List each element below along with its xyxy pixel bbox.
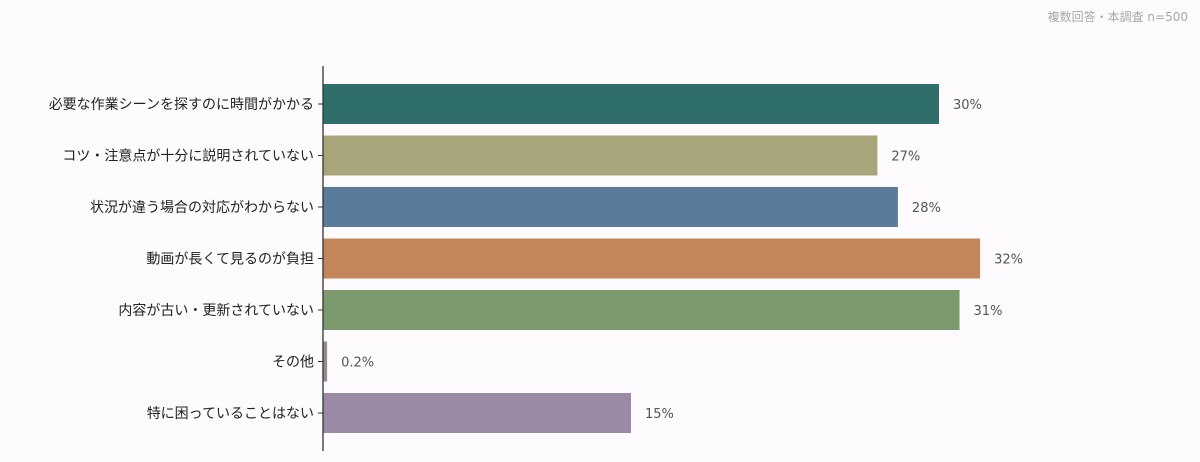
- bar-group: その他 0.2%: [272, 341, 374, 382]
- bar-group: 状況が違う場合の対応がわからない 28%: [90, 187, 941, 227]
- value-label: 27%: [891, 150, 920, 165]
- bar-group: 内容が古い・更新されていない 31%: [118, 290, 1002, 330]
- category-label: 内容が古い・更新されていない: [118, 302, 314, 319]
- category-label: 必要な作業シーンを探すのに時間がかかる: [49, 97, 314, 113]
- bar: [323, 187, 898, 227]
- value-label: 31%: [974, 304, 1003, 319]
- bar: [323, 135, 878, 176]
- bar: [323, 341, 328, 382]
- bar: [323, 393, 631, 433]
- bar: [323, 84, 939, 124]
- value-label: 0.2%: [341, 356, 374, 371]
- bar-group: 必要な作業シーンを探すのに時間がかかる 30%: [49, 84, 982, 124]
- value-label: 30%: [953, 98, 982, 113]
- value-label: 32%: [994, 253, 1023, 268]
- bar: [323, 238, 981, 279]
- bars-layer: 必要な作業シーンを探すのに時間がかかる 30% コツ・注意点が十分に説明されていない…: [49, 84, 1023, 433]
- category-label: 状況が違う場合の対応がわからない: [90, 200, 314, 216]
- value-label: 28%: [912, 201, 941, 216]
- bar: [323, 290, 960, 330]
- bar-group: コツ・注意点が十分に説明されていない 27%: [62, 135, 920, 176]
- category-label: その他: [272, 355, 314, 371]
- category-label: 動画が長くて見るのが負担: [146, 252, 314, 268]
- category-label: コツ・注意点が十分に説明されていない: [62, 148, 314, 165]
- bar-group: 動画が長くて見るのが負担 32%: [146, 238, 1023, 279]
- bar-group: 特に困っていることはない 15%: [147, 393, 674, 433]
- value-label: 15%: [645, 407, 674, 422]
- survey-note: 複数回答・本調査 n=500: [1048, 9, 1188, 24]
- category-label: 特に困っていることはない: [147, 406, 314, 422]
